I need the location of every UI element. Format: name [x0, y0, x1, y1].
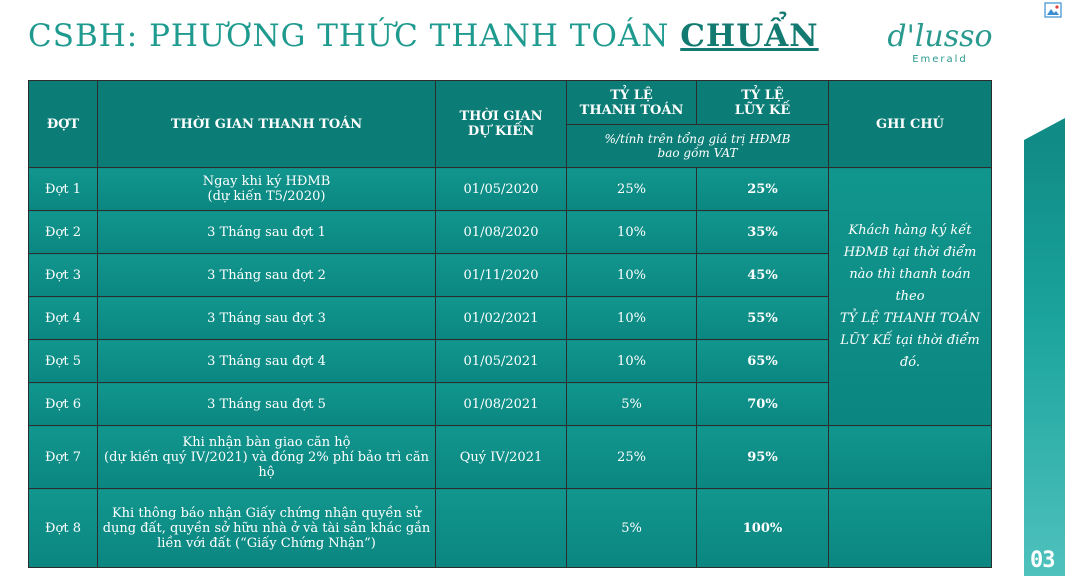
- row-dot: Đợt 2: [28, 210, 98, 254]
- header-dot: ĐỢT: [28, 80, 98, 168]
- header-notes: GHI CHÚ: [828, 80, 992, 168]
- row-date: [435, 488, 567, 568]
- row-date: 01/08/2021: [435, 382, 567, 426]
- brand-logo: d'lusso Emerald: [885, 19, 995, 66]
- row-date: 01/02/2021: [435, 296, 567, 340]
- row-dot: Đợt 7: [28, 425, 98, 489]
- header-cum-line2: LŨY KẾ: [734, 102, 791, 118]
- note-line: TỶ LỆ THANH TOÁN: [840, 310, 980, 326]
- row-time: Khi thông báo nhận Giấy chứng nhận quyền…: [97, 488, 436, 568]
- header-expected-line1: THỜI GIAN: [459, 109, 543, 124]
- row-cumulative: 25%: [696, 167, 829, 211]
- page-title: CSBH: PHƯƠNG THỨC THANH TOÁN CHUẨN: [28, 18, 819, 54]
- row-rate: 10%: [566, 339, 697, 383]
- header-rate-line2: THANH TOÁN: [579, 102, 684, 118]
- row-time-line3: liền với đất (“Giấy Chứng Nhận”): [157, 535, 376, 551]
- header-rate-note-line1: %/tính trên tổng giá trị HĐMB: [604, 132, 791, 146]
- row-dot: Đợt 1: [28, 167, 98, 211]
- header-payment-rate: TỶ LỆ THANH TOÁN: [566, 80, 697, 125]
- header-payment-time: THỜI GIAN THANH TOÁN: [97, 80, 436, 168]
- row-date: 01/05/2021: [435, 339, 567, 383]
- row-time-line2: dụng đất, quyền sở hữu nhà ở và tài sản …: [102, 520, 431, 536]
- title-accent: CHUẨN: [680, 18, 819, 54]
- header-rate-note: %/tính trên tổng giá trị HĐMB bao gồm VA…: [566, 124, 829, 168]
- header-rate-note-line2: bao gồm VAT: [657, 146, 738, 160]
- note-line: HĐMB tại thời điểm: [843, 244, 977, 260]
- row-time-line3: hộ: [258, 464, 275, 480]
- note-line: đó.: [899, 354, 921, 370]
- table-row: Đợt 7 Khi nhận bàn giao căn hộ (dự kiến …: [28, 425, 992, 489]
- notes-cell: Khách hàng ký kết HĐMB tại thời điểm nào…: [828, 167, 992, 426]
- row-time: 3 Tháng sau đợt 4: [97, 339, 436, 383]
- row-time: 3 Tháng sau đợt 3: [97, 296, 436, 340]
- row-rate: 25%: [566, 425, 697, 489]
- notes-empty-cell: [828, 425, 992, 489]
- side-decoration-bar: [1024, 118, 1065, 576]
- table-row: Đợt 5 3 Tháng sau đợt 4 01/05/2021 10% 6…: [28, 339, 992, 383]
- table-row: Đợt 2 3 Tháng sau đợt 1 01/08/2020 10% 3…: [28, 210, 992, 254]
- row-time-line1: Khi nhận bàn giao căn hộ: [182, 434, 351, 450]
- table-row: Đợt 8 Khi thông báo nhận Giấy chứng nhận…: [28, 488, 992, 568]
- note-line: LŨY KẾ tại thời điểm: [840, 332, 980, 348]
- row-rate: 10%: [566, 296, 697, 340]
- row-cumulative: 65%: [696, 339, 829, 383]
- brand-logo-sub: Emerald: [912, 54, 968, 65]
- row-date: 01/05/2020: [435, 167, 567, 211]
- page-number: 03: [1030, 548, 1055, 573]
- title-prefix: CSBH: PHƯƠNG THỨC THANH TOÁN: [28, 18, 670, 54]
- corner-image-icon: [1044, 2, 1062, 18]
- header-expected-time: THỜI GIAN DỰ KIẾN: [435, 80, 567, 168]
- row-dot: Đợt 6: [28, 382, 98, 426]
- table-row: Đợt 3 3 Tháng sau đợt 2 01/11/2020 10% 4…: [28, 253, 992, 297]
- row-dot: Đợt 4: [28, 296, 98, 340]
- note-line: nào thì thanh toán theo: [849, 266, 971, 304]
- row-date: 01/11/2020: [435, 253, 567, 297]
- row-cumulative: 55%: [696, 296, 829, 340]
- notes-empty-cell: [828, 488, 992, 568]
- header-rate-line1: TỶ LỆ: [610, 87, 653, 103]
- row-cumulative: 95%: [696, 425, 829, 489]
- row-rate: 25%: [566, 167, 697, 211]
- row-date: Quý IV/2021: [435, 425, 567, 489]
- row-cumulative: 35%: [696, 210, 829, 254]
- payment-schedule-table: ĐỢT THỜI GIAN THANH TOÁN THỜI GIAN DỰ KI…: [28, 80, 992, 568]
- row-time: 3 Tháng sau đợt 1: [97, 210, 436, 254]
- row-rate: 5%: [566, 488, 697, 568]
- table-row: Đợt 4 3 Tháng sau đợt 3 01/02/2021 10% 5…: [28, 296, 992, 340]
- row-dot: Đợt 3: [28, 253, 98, 297]
- row-time: Ngay khi ký HĐMB (dự kiến T5/2020): [97, 167, 436, 211]
- header-cumulative-rate: TỶ LỆ LŨY KẾ: [696, 80, 829, 125]
- row-time-line2: (dự kiến T5/2020): [207, 189, 326, 204]
- row-time: 3 Tháng sau đợt 2: [97, 253, 436, 297]
- row-cumulative: 45%: [696, 253, 829, 297]
- row-date: 01/08/2020: [435, 210, 567, 254]
- row-dot: Đợt 5: [28, 339, 98, 383]
- row-cumulative: 100%: [696, 488, 829, 568]
- row-time-line1: Khi thông báo nhận Giấy chứng nhận quyền…: [111, 505, 422, 521]
- row-dot: Đợt 8: [28, 488, 98, 568]
- row-time: Khi nhận bàn giao căn hộ (dự kiến quý IV…: [97, 425, 436, 489]
- row-rate: 5%: [566, 382, 697, 426]
- table-row: Đợt 6 3 Tháng sau đợt 5 01/08/2021 5% 70…: [28, 382, 992, 426]
- header-cum-line1: TỶ LỆ: [741, 87, 784, 103]
- row-rate: 10%: [566, 210, 697, 254]
- row-time-line1: Ngay khi ký HĐMB: [202, 174, 331, 189]
- row-time: 3 Tháng sau đợt 5: [97, 382, 436, 426]
- row-time-line2: (dự kiến quý IV/2021) và đóng 2% phí bảo…: [104, 449, 429, 465]
- row-cumulative: 70%: [696, 382, 829, 426]
- header-expected-line2: DỰ KIẾN: [467, 124, 535, 139]
- row-rate: 10%: [566, 253, 697, 297]
- brand-logo-text: d'lusso: [887, 19, 993, 54]
- note-line: Khách hàng ký kết: [848, 222, 972, 238]
- table-row: Đợt 1 Ngay khi ký HĐMB (dự kiến T5/2020)…: [28, 167, 992, 426]
